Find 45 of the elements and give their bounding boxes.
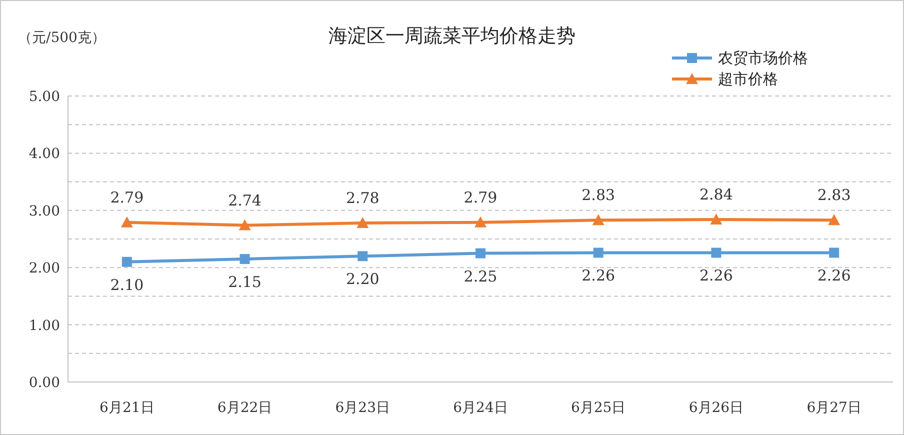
y-tick-label: 4.00	[28, 146, 60, 162]
data-label: 2.25	[464, 267, 498, 286]
x-tick-label: 6月23日	[335, 400, 390, 416]
point	[711, 248, 722, 258]
point	[592, 214, 604, 226]
x-tick-label: 6月22日	[217, 400, 272, 416]
point	[238, 219, 251, 230]
point	[240, 254, 250, 264]
data-label: 2.26	[700, 266, 733, 285]
data-label: 2.79	[110, 188, 144, 206]
y-axis-title: （元/500克）	[18, 30, 106, 46]
point	[122, 256, 132, 267]
x-tick-label: 6月26日	[688, 400, 744, 416]
point	[710, 214, 722, 225]
data-label: 2.10	[110, 276, 144, 294]
y-tick-label: 5.00	[28, 89, 60, 105]
y-tick-label: 2.00	[28, 260, 60, 277]
data-label: 2.26	[582, 266, 616, 285]
data-label: 2.74	[228, 191, 262, 210]
data-label: 2.79	[464, 188, 498, 206]
point	[120, 216, 133, 228]
legend-label: 农贸市场价格	[718, 49, 808, 67]
chart-title: 海淀区一周蔬菜平均价格走势	[328, 25, 576, 47]
point	[829, 248, 840, 258]
point	[476, 248, 486, 258]
data-label: 2.26	[817, 266, 851, 285]
data-label: 2.83	[817, 186, 851, 204]
y-tick-label: 3.00	[28, 203, 60, 220]
x-tick-label: 6月24日	[453, 400, 508, 416]
x-tick-label: 6月27日	[806, 400, 862, 416]
point	[356, 216, 369, 228]
data-label: 2.84	[700, 186, 733, 204]
data-label: 2.78	[346, 188, 380, 207]
data-label: 2.15	[228, 273, 262, 292]
point	[474, 216, 486, 228]
y-tick-label: 0.00	[28, 375, 60, 391]
point	[358, 251, 368, 262]
data-label: 2.83	[582, 186, 616, 204]
x-tick-label: 6月21日	[100, 400, 154, 416]
point	[593, 248, 604, 258]
data-label: 2.20	[346, 270, 380, 288]
point	[828, 214, 840, 226]
y-tick-label: 1.00	[28, 318, 60, 334]
legend-label: 超市价格	[718, 70, 778, 88]
x-tick-label: 6月25日	[570, 400, 626, 416]
